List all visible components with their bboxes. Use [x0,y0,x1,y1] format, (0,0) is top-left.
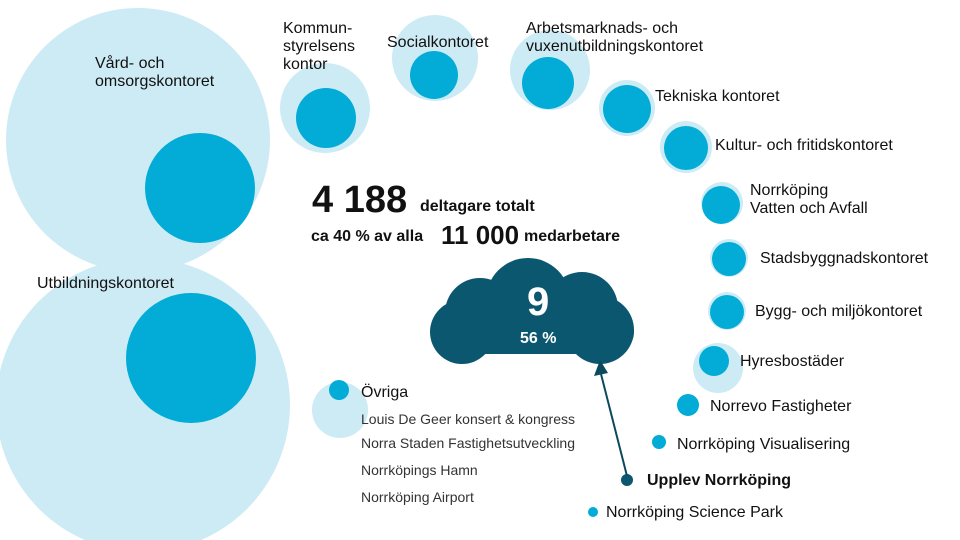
label-socialkontoret: Socialkontoret [387,34,489,51]
bubble-inner-stadsbyggnad [712,242,746,276]
summary-share-number: 11 000 [441,220,520,250]
bubble-norrevo [677,394,699,416]
arrow-line [600,373,628,477]
bubble-inner-vard [145,133,255,243]
label-kultur-och-fritidskontoret: Kultur- och fritidskontoret [715,137,893,154]
bubble-inner-kommunstyrelsen [296,88,356,148]
bubble-inner-utbildning [126,293,256,423]
label-norrevo-fastigheter: Norrevo Fastigheter [710,398,852,415]
cloud-value: 9 [527,280,550,324]
label-kommunstyrelsens-kontor: Kommun-styrelsens kontor [283,20,356,73]
summary-share-prefix: ca 40 % av alla [311,228,424,245]
bubble-inner-social [410,51,458,99]
bubble-upplev [621,474,633,486]
ovriga-title: Övriga [361,384,409,401]
bubble-inner-tekniska [603,85,651,133]
bubble-inner-arbetsmarknad [522,57,574,109]
bubble-inner-bygg [710,295,744,329]
ovriga-item: Norrköping Airport [361,489,474,505]
label-arbetsmarknads-kontoret: Arbetsmarknads- och vuxenutbildningskonto… [526,20,704,55]
bubble-inner-kultur [664,126,708,170]
summary-share-suffix: medarbetare [524,228,621,245]
label-norrkoping-visualisering: Norrköping Visualisering [677,436,851,453]
cloud-shape [430,258,634,364]
label-line: Vård- och omsorgskontoret [95,55,215,90]
arrow-head [594,360,608,376]
label-hyresbostader: Hyresbostäder [740,353,845,370]
bubble-inner-vatten [702,186,740,224]
label-upplev-norrkoping: Upplev Norrköping [647,472,792,489]
bubble-outer-ovriga [312,382,368,438]
summary-total-label: deltagare totalt [420,198,535,215]
bubble-science-park [588,507,598,517]
bubble-inner-hyres [699,346,729,376]
cloud-percent: 56 % [520,330,557,347]
ovriga-item: Norrköpings Hamn [361,462,478,478]
label-norrkoping-science-park: Norrköping Science Park [606,504,783,521]
summary-total: 4 188 [312,179,408,221]
ovriga-item: Norra Staden Fastighetsutveckling [361,435,575,451]
bubble-visualisering [652,435,666,449]
label-norrkoping-vatten-och-avfall: Norrköping Vatten och Avfall [750,182,868,217]
label-stadsbyggnadskontoret: Stadsbyggnadskontoret [760,250,929,267]
ovriga-item: Louis De Geer konsert & kongress [361,411,575,427]
bubble-inner-ovriga [329,380,349,400]
label-bygg-och-miljokontoret: Bygg- och miljökontoret [755,303,923,320]
label-utbildningskontoret: Utbildningskontoret [37,275,174,292]
label-vard-och-omsorgskontoret: Vård- och omsorgskontoret [95,55,214,91]
label-tekniska-kontoret: Tekniska kontoret [655,88,780,105]
